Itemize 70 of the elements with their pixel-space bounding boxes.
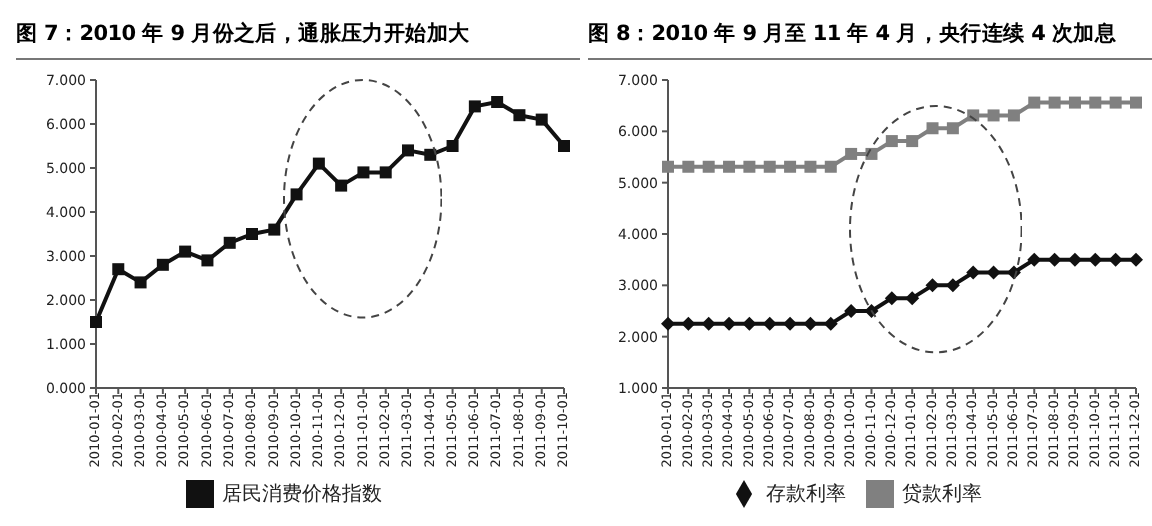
point — [681, 316, 696, 331]
point — [535, 113, 548, 126]
point — [134, 276, 147, 289]
point — [823, 316, 838, 331]
point — [379, 166, 392, 179]
point — [290, 188, 303, 201]
point — [783, 316, 798, 331]
chart-title: 图 7：2010 年 9 月份之后，通胀压力开始加大 — [16, 16, 580, 60]
point — [946, 122, 959, 135]
point — [662, 160, 674, 173]
point — [723, 160, 736, 173]
point — [803, 316, 818, 331]
point — [987, 109, 1000, 122]
point — [1068, 96, 1081, 109]
legend-label: 贷款利率 — [902, 484, 982, 506]
point — [1108, 252, 1123, 267]
point — [1047, 252, 1062, 267]
point — [446, 140, 459, 152]
point — [884, 291, 899, 306]
point — [223, 236, 236, 249]
point — [1048, 96, 1061, 109]
point — [742, 316, 757, 331]
point — [201, 254, 214, 267]
point — [824, 160, 837, 173]
point — [1109, 96, 1122, 109]
chart-title: 图 8：2010 年 9 月至 11 年 4 月，央行连续 4 次加息 — [588, 16, 1152, 60]
point — [90, 316, 102, 328]
point — [558, 140, 570, 152]
legend-label: 存款利率 — [766, 484, 846, 506]
point — [1130, 96, 1142, 109]
point — [1129, 252, 1143, 267]
point — [468, 100, 481, 113]
point — [885, 135, 898, 148]
point — [491, 96, 504, 108]
point — [763, 160, 776, 173]
point — [357, 166, 370, 179]
point — [424, 148, 437, 161]
point — [1067, 252, 1082, 267]
point — [1089, 96, 1102, 109]
point — [986, 265, 1001, 280]
point — [312, 157, 325, 170]
point — [722, 316, 737, 331]
point — [762, 316, 777, 331]
point — [804, 160, 817, 173]
point — [743, 160, 756, 173]
legend-label: 居民消费价格指数 — [222, 484, 382, 506]
point — [335, 179, 348, 192]
point — [1007, 109, 1020, 122]
point — [268, 223, 281, 236]
point — [906, 135, 919, 148]
point — [784, 160, 797, 173]
point — [945, 278, 960, 293]
point — [1028, 96, 1041, 109]
point — [925, 278, 940, 293]
point — [701, 316, 716, 331]
point — [845, 147, 858, 160]
point — [402, 144, 414, 157]
point — [246, 228, 258, 240]
point — [1027, 252, 1042, 267]
point — [156, 258, 169, 271]
point — [926, 122, 939, 135]
point — [1088, 252, 1103, 267]
point — [702, 160, 715, 173]
point — [966, 265, 981, 280]
point — [179, 245, 192, 258]
point — [513, 109, 526, 122]
point — [112, 263, 125, 276]
point — [661, 316, 675, 331]
point — [682, 160, 695, 173]
point — [905, 291, 920, 306]
